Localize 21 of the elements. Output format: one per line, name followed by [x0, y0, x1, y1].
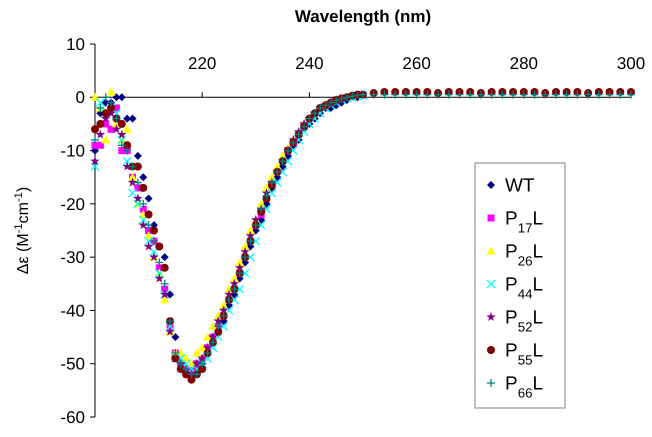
legend-label: WT — [505, 176, 535, 197]
x-tick-label: 300 — [616, 54, 646, 74]
x-tick-label: 260 — [402, 54, 431, 74]
legend-label: P$_{17}$L — [505, 208, 544, 236]
legend-label: P$_{26}$L — [505, 242, 544, 268]
legend-label: P$_{52}$L — [505, 308, 544, 334]
x-axis-title: Wavelength (nm) — [294, 7, 432, 26]
y-tick-label: -60 — [60, 408, 85, 427]
x-tick-label: 220 — [188, 54, 216, 74]
y-tick-label: -40 — [60, 301, 85, 320]
legend-label: P$_{66}$L — [505, 374, 544, 400]
legend-label: P$_{44}$L — [505, 274, 544, 302]
y-tick-label: -50 — [60, 354, 85, 374]
y-tick-label: 0 — [76, 88, 85, 108]
y-tick-label: 10 — [66, 34, 85, 54]
y-tick-label: -20 — [60, 194, 85, 214]
x-tick-label: 280 — [510, 54, 538, 74]
y-tick-label: -30 — [60, 248, 85, 268]
legend-label: P$_{55}$L — [505, 340, 544, 368]
y-tick-label: -10 — [60, 142, 85, 161]
x-tick-label: 240 — [295, 54, 324, 74]
